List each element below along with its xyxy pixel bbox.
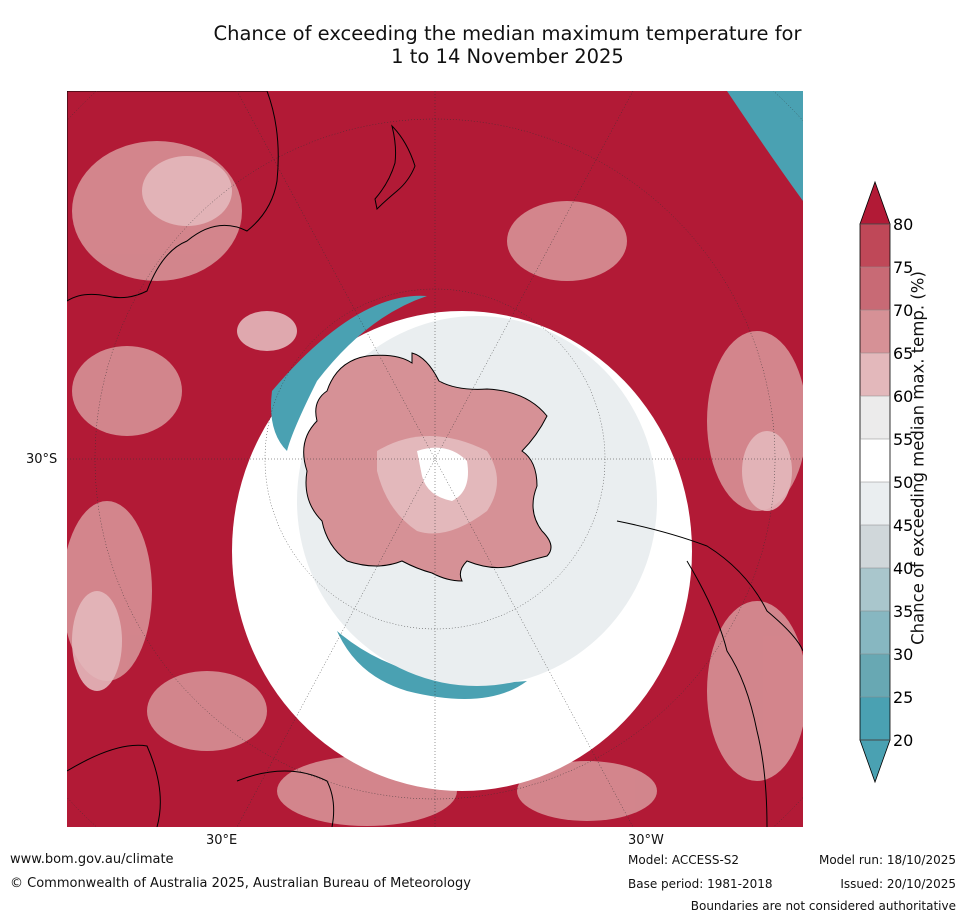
new-zealand — [374, 124, 416, 211]
colorbar-segment — [860, 654, 890, 697]
teal-corner — [727, 91, 803, 201]
colorbar-tick-label: 20 — [893, 731, 913, 750]
footer-disclaimer: Boundaries are not considered authoritat… — [690, 899, 956, 913]
map-title: Chance of exceeding the median maximum t… — [0, 22, 965, 68]
africa-coast — [67, 744, 335, 827]
colorbar-segment — [860, 525, 890, 568]
footer-base-period: Base period: 1981-2018 — [628, 877, 773, 891]
colorbar-tick-label: 55 — [893, 430, 913, 449]
colorbar-tick-label: 50 — [893, 473, 913, 492]
colorbar-tick-label: 60 — [893, 387, 913, 406]
footer-issued: Issued: 20/10/2025 — [840, 877, 956, 891]
colorbar-overflow-high — [859, 180, 891, 225]
south-america-coast — [616, 520, 803, 827]
lon-label-30e: 30°E — [206, 833, 238, 848]
light-pink-patches — [72, 156, 792, 691]
title-line-2: 1 to 14 November 2025 — [391, 45, 624, 68]
colorbar-segment — [860, 310, 890, 353]
footer-model: Model: ACCESS-S2 — [628, 853, 740, 867]
footer-website: www.bom.gov.au/climate — [10, 852, 174, 867]
colorbar-tick-label: 30 — [893, 645, 913, 664]
colorbar-tick-label: 45 — [893, 516, 913, 535]
colorbar-segment — [860, 396, 890, 439]
colorbar-tick-label: 65 — [893, 344, 913, 363]
colorbar-segment — [860, 267, 890, 310]
colorbar-tick-label: 35 — [893, 602, 913, 621]
colorbar-tick-label: 75 — [893, 258, 913, 277]
antarctica-white-patch — [417, 447, 468, 501]
colorbar-label: Chance of exceeding median max. temp. (%… — [908, 271, 928, 645]
colorbar-tick-label: 70 — [893, 301, 913, 320]
colorbar-segment — [860, 224, 890, 267]
lon-label-30w: 30°W — [628, 833, 664, 848]
footer-copyright: © Commonwealth of Australia 2025, Austra… — [10, 876, 471, 891]
colorbar-segment — [860, 568, 890, 611]
colorbar-overflow-low — [859, 739, 891, 784]
teal-arc-lower — [337, 631, 527, 699]
colorbar-segment — [860, 439, 890, 482]
colorbar-segment — [860, 697, 890, 740]
colorbar-tick-label: 80 — [893, 215, 913, 234]
colorbar-segment — [860, 353, 890, 396]
pink-patches — [67, 141, 803, 826]
polar-map — [67, 91, 803, 827]
colorbar-tick-label: 40 — [893, 559, 913, 578]
colorbar-segment — [860, 482, 890, 525]
graticule — [67, 91, 803, 827]
footer-model-run: Model run: 18/10/2025 — [818, 853, 956, 867]
lat-label-30s: 30°S — [26, 452, 58, 467]
australia-coast — [67, 91, 279, 302]
title-line-1: Chance of exceeding the median maximum t… — [213, 22, 802, 45]
teal-arc-upper — [271, 295, 427, 451]
colorbar: 80 75 70 65 60 55 50 45 40 35 30 25 20 — [859, 180, 913, 784]
colorbar-segment — [860, 611, 890, 654]
colorbar-tick-label: 25 — [893, 688, 913, 707]
